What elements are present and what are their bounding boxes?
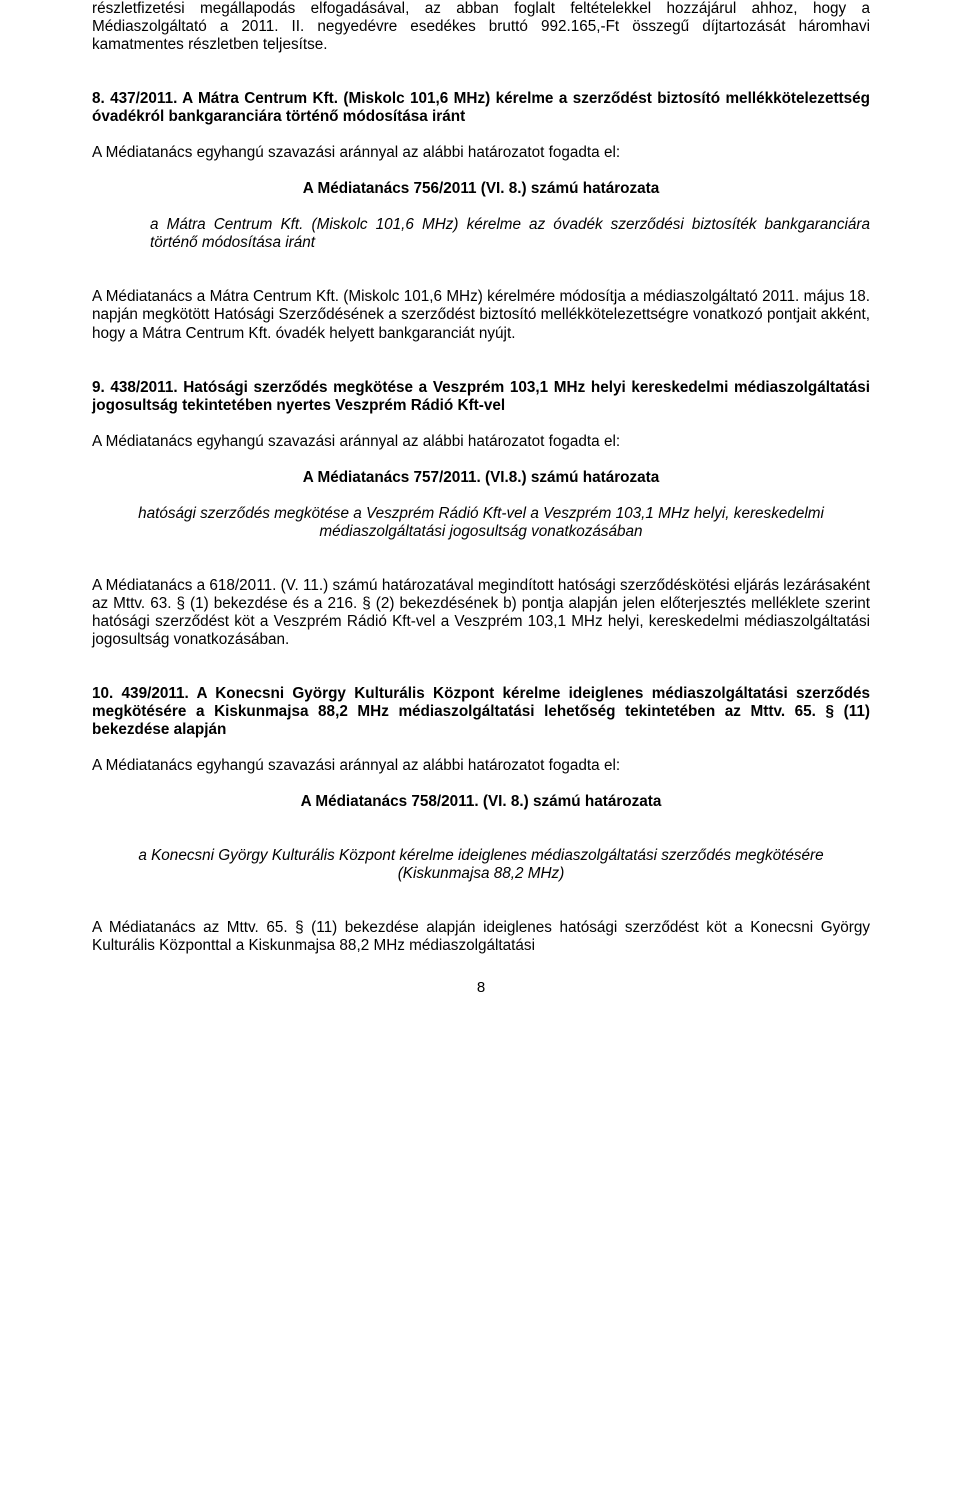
vote-line-3: A Médiatanács egyhangú szavazási aránnya… [92, 757, 870, 775]
resolution-3-desc: a Konecsni György Kulturális Központ kér… [92, 847, 870, 883]
vote-line-2: A Médiatanács egyhangú szavazási aránnya… [92, 433, 870, 451]
resolution-3-title: A Médiatanács 758/2011. (VI. 8.) számú h… [92, 793, 870, 811]
resolution-1-desc: a Mátra Centrum Kft. (Miskolc 101,6 MHz)… [150, 216, 870, 252]
resolution-2-title: A Médiatanács 757/2011. (VI.8.) számú ha… [92, 469, 870, 487]
heading-item-10: 10. 439/2011. A Konecsni György Kulturál… [92, 685, 870, 739]
heading-item-8: 8. 437/2011. A Mátra Centrum Kft. (Misko… [92, 90, 870, 126]
page-number: 8 [92, 979, 870, 997]
paragraph-3: A Médiatanács a 618/2011. (V. 11.) számú… [92, 577, 870, 649]
paragraph-4: A Médiatanács az Mttv. 65. § (11) bekezd… [92, 919, 870, 955]
heading-item-9: 9. 438/2011. Hatósági szerződés megkötés… [92, 379, 870, 415]
paragraph-intro: részletfizetési megállapodás elfogadásáv… [92, 0, 870, 54]
resolution-2-desc: hatósági szerződés megkötése a Veszprém … [92, 505, 870, 541]
resolution-1-title: A Médiatanács 756/2011 (VI. 8.) számú ha… [92, 180, 870, 198]
paragraph-2: A Médiatanács a Mátra Centrum Kft. (Misk… [92, 288, 870, 342]
vote-line-1: A Médiatanács egyhangú szavazási aránnya… [92, 144, 870, 162]
